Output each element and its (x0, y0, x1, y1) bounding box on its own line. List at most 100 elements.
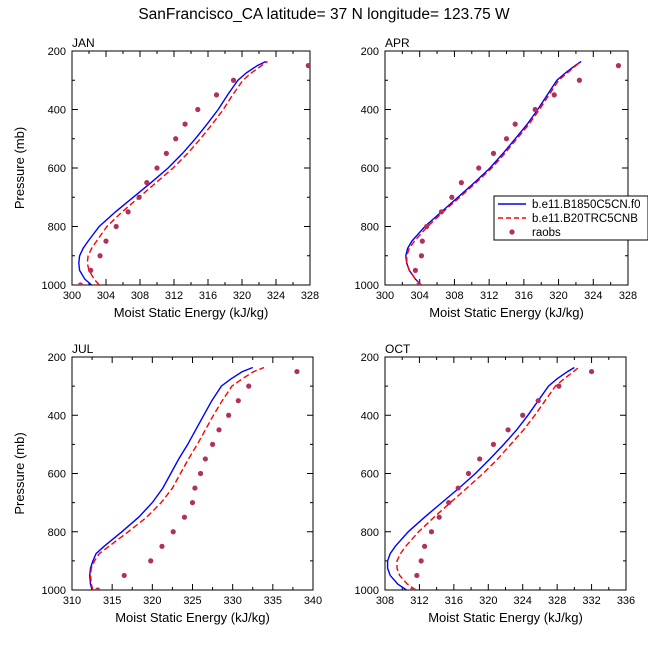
raobs-point (436, 514, 442, 520)
raobs-point (576, 77, 583, 83)
raobs-point (418, 558, 424, 564)
raobs-point (409, 587, 416, 590)
x-tick-label: 315 (103, 595, 121, 607)
y-tick-label: 400 (48, 105, 66, 117)
raobs-point (213, 92, 220, 98)
legend: b.e11.B1850C5CN.f0 b.e11.B20TRC5CNB raobs (493, 195, 648, 241)
raobs-point (209, 441, 216, 447)
plot-area (386, 366, 595, 590)
raobs-point (113, 223, 119, 230)
raobs-point (230, 77, 237, 83)
x-tick-label: 316 (445, 595, 463, 607)
raobs-point (414, 572, 420, 579)
raobs-point (173, 136, 179, 142)
raobs-point (195, 106, 201, 113)
x-tick-label: 300 (63, 290, 81, 302)
y-tick-label: 200 (361, 46, 379, 58)
series-b1850c5cn-line (386, 366, 575, 590)
raobs-point (189, 500, 196, 506)
x-axis-label: Moist Static Energy (kJ/kg) (114, 305, 269, 320)
panel-label: OCT (385, 342, 411, 356)
y-tick-label: 200 (48, 352, 66, 364)
x-tick-label: 332 (582, 595, 600, 607)
raobs-point (421, 543, 428, 549)
raobs-point (503, 136, 510, 142)
raobs-point (154, 165, 160, 171)
y-tick-label: 400 (48, 410, 66, 422)
raobs-point (490, 441, 497, 447)
panel-label: JAN (72, 36, 95, 50)
raobs-point (226, 412, 232, 418)
raobs-point (532, 106, 538, 113)
raobs-point (428, 529, 435, 535)
raobs-point (551, 92, 557, 98)
plot-frame (71, 50, 311, 286)
x-tick-label: 325 (183, 595, 201, 607)
panel-apr: 300 304 308 312 316 320 324 328 200 400 600 800 1000… (355, 36, 638, 320)
y-tick-label: 200 (48, 46, 66, 58)
plot-frame (71, 356, 314, 591)
x-tick-label: 328 (301, 290, 319, 302)
raobs-point (246, 383, 252, 389)
legend-label: b.e11.B20TRC5CNB (532, 213, 638, 225)
plot-area (77, 60, 310, 285)
y-tick-label: 600 (48, 469, 66, 481)
plot-area (405, 60, 622, 285)
raobs-point (556, 383, 562, 389)
raobs-point (77, 282, 84, 285)
x-tick-label: 335 (264, 595, 282, 607)
raobs-point (505, 427, 511, 433)
x-tick-label: 324 (514, 595, 532, 607)
raobs-point (438, 209, 445, 215)
raobs-point (159, 543, 165, 549)
x-axis-label: Moist Static Energy (kJ/kg) (115, 610, 270, 625)
x-tick-label: 336 (617, 595, 635, 607)
raobs-point (588, 368, 595, 375)
raobs-point (418, 253, 425, 259)
raobs-point (477, 456, 483, 462)
series-b20trc5cnb-line (396, 366, 580, 590)
raobs-point (192, 485, 198, 491)
plot-frame (384, 356, 627, 591)
legend-label: raobs (532, 227, 561, 239)
series-b20trc5cnb-line (86, 60, 268, 285)
x-tick-label: 316 (515, 290, 533, 302)
plot-frame (384, 50, 629, 286)
raobs-point (163, 150, 169, 156)
raobs-point (136, 194, 142, 200)
legend-marker-raobs (509, 229, 515, 235)
x-tick-label: 324 (267, 290, 285, 302)
raobs-point (615, 63, 622, 69)
y-tick-label: 600 (361, 163, 379, 175)
x-tick-label: 312 (165, 290, 183, 302)
x-tick-label: 316 (199, 290, 217, 302)
y-tick-label: 1000 (42, 585, 66, 597)
raobs-point (490, 150, 497, 156)
x-tick-label: 308 (131, 290, 149, 302)
x-tick-label: 310 (63, 595, 81, 607)
x-tick-label: 328 (619, 290, 637, 302)
series-b1850c5cn-line (78, 60, 267, 285)
panel-label: JUL (72, 342, 94, 356)
raobs-point (535, 398, 541, 404)
raobs-point (424, 223, 430, 230)
x-tick-label: 312 (480, 290, 498, 302)
raobs-point (197, 470, 204, 477)
series-b20trc5cnb-line (89, 366, 265, 590)
raobs-point (97, 253, 103, 259)
y-tick-label: 800 (48, 527, 66, 539)
x-tick-label: 340 (304, 595, 322, 607)
y-tick-label: 600 (361, 469, 379, 481)
raobs-point (181, 514, 188, 520)
raobs-point (458, 180, 464, 186)
y-tick-label: 1000 (355, 585, 379, 597)
raobs-point (465, 470, 472, 477)
raobs-point (144, 180, 150, 186)
series-b20trc5cnb-line (406, 60, 582, 285)
y-tick-label: 800 (361, 222, 379, 234)
raobs-point (305, 63, 310, 69)
x-tick-label: 308 (376, 595, 394, 607)
raobs-point (476, 165, 482, 171)
x-tick-label: 320 (143, 595, 161, 607)
